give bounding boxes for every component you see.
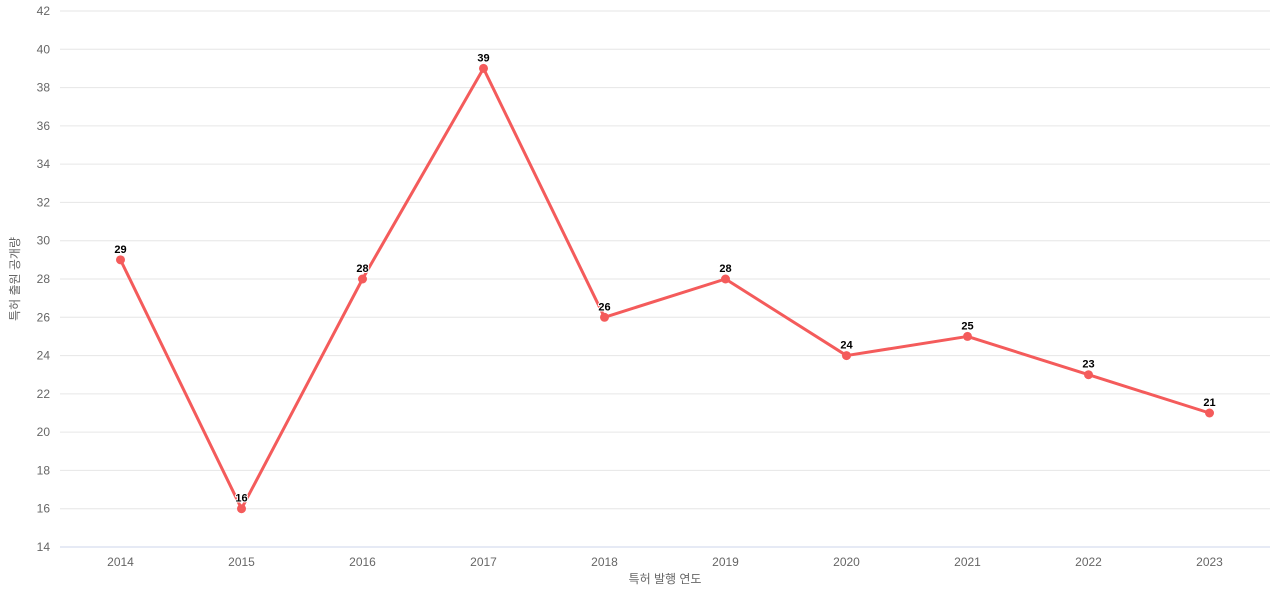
x-tick-label: 2021	[954, 555, 981, 569]
y-tick-label: 30	[37, 234, 51, 248]
y-tick-label: 40	[37, 42, 51, 56]
x-tick-label: 2022	[1075, 555, 1102, 569]
y-tick-label: 42	[37, 4, 51, 18]
x-tick-label: 2018	[591, 555, 618, 569]
x-tick-label: 2020	[833, 555, 860, 569]
x-tick-label: 2019	[712, 555, 739, 569]
data-point[interactable]	[842, 351, 851, 361]
data-label: 25	[961, 320, 973, 332]
x-tick-label: 2016	[349, 555, 376, 569]
y-tick-label: 14	[37, 540, 51, 554]
data-point[interactable]	[963, 331, 972, 341]
x-tick-label: 2014	[107, 555, 134, 569]
series-markers	[116, 63, 1214, 514]
data-point[interactable]	[1084, 370, 1093, 380]
data-point[interactable]	[600, 312, 609, 322]
x-tick-label: 2017	[470, 555, 497, 569]
data-label: 28	[719, 263, 731, 275]
y-tick-label: 28	[37, 272, 51, 286]
y-tick-label: 34	[37, 157, 51, 171]
data-label: 21	[1203, 397, 1215, 409]
series-line	[119, 66, 1211, 511]
y-tick-label: 38	[37, 81, 51, 95]
y-tick-label: 24	[37, 349, 51, 363]
data-label: 23	[1082, 359, 1094, 371]
y-tick-label: 20	[37, 425, 51, 439]
data-label: 28	[356, 263, 368, 275]
data-point[interactable]	[1205, 408, 1214, 418]
data-point[interactable]	[237, 504, 246, 514]
y-tick-label: 26	[37, 310, 51, 324]
data-label: 29	[114, 244, 126, 256]
gridlines	[60, 10, 1270, 510]
x-axis-tick-labels: 2014 2015 2016 2017 2018 2019 2020 2021 2022 2023	[107, 555, 1223, 569]
y-tick-label: 16	[37, 502, 51, 516]
x-tick-label: 2015	[228, 555, 255, 569]
y-tick-label: 32	[37, 195, 51, 209]
data-label: 26	[598, 301, 610, 313]
data-point[interactable]	[116, 255, 125, 265]
data-labels: 29 16 28 39 26 28 24 25 23 21	[113, 51, 1216, 505]
data-point[interactable]	[358, 274, 367, 284]
y-axis-tick-labels: 14 16 18 20 22 24 26 28 30 32 34 36 38 40 42	[37, 4, 51, 554]
data-point[interactable]	[721, 274, 730, 284]
x-axis-title: 특허 발행 연도	[629, 571, 702, 586]
series-path	[119, 66, 1211, 511]
data-label: 24	[840, 340, 853, 352]
data-point[interactable]	[479, 63, 488, 73]
data-label: 16	[235, 493, 247, 505]
y-axis-title: 특허 출원 공개량	[8, 237, 22, 321]
x-tick-label: 2023	[1196, 555, 1223, 569]
data-label: 39	[477, 52, 489, 64]
y-tick-label: 18	[37, 463, 51, 477]
y-tick-label: 36	[37, 119, 51, 133]
y-tick-label: 22	[37, 387, 51, 401]
